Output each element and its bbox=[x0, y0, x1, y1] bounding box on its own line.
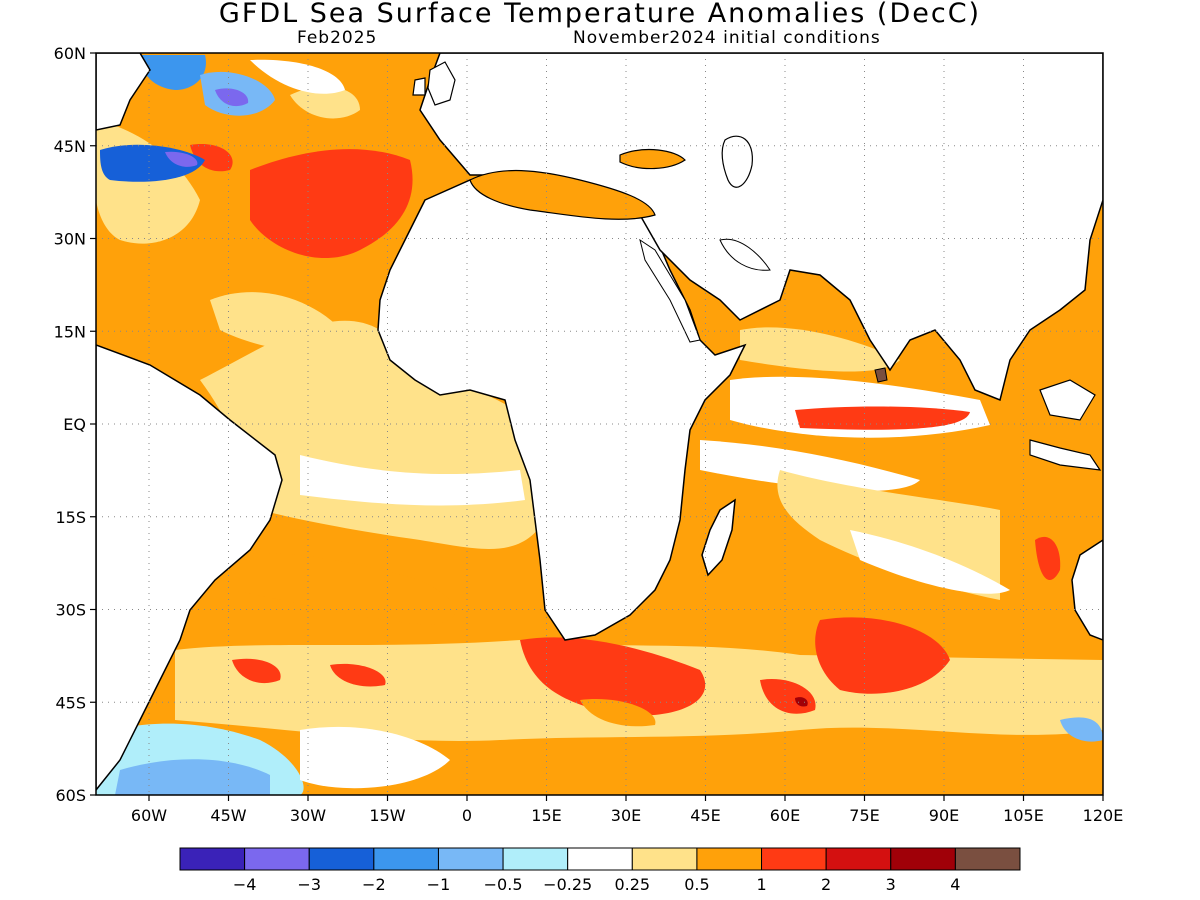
longitude-tick-label: 0 bbox=[462, 806, 472, 825]
anomaly-field bbox=[96, 53, 1103, 795]
weak-warm-region bbox=[290, 86, 360, 119]
map-graticule bbox=[96, 53, 1103, 795]
longitude-tick-label: 30E bbox=[611, 806, 641, 825]
legend-swatch bbox=[631, 847, 698, 871]
longitude-tick-label: 15E bbox=[531, 806, 561, 825]
legend-swatch bbox=[502, 847, 569, 871]
legend-label: 2 bbox=[821, 875, 831, 894]
longitude-tick-label: 15W bbox=[369, 806, 405, 825]
latitude-tick-label: 15N bbox=[54, 322, 86, 341]
longitude-tick-label: 60W bbox=[131, 806, 167, 825]
north-america-landmass bbox=[96, 53, 151, 131]
legend-swatch bbox=[308, 847, 375, 871]
strong-warm-region bbox=[250, 149, 413, 259]
longitude-tick-label: 45W bbox=[210, 806, 246, 825]
legend-label: −0.5 bbox=[484, 875, 523, 894]
legend-label: 0.5 bbox=[684, 875, 709, 894]
legend-label: 3 bbox=[886, 875, 896, 894]
legend-label: 1 bbox=[756, 875, 766, 894]
legend-swatch bbox=[179, 847, 246, 871]
neutral-region bbox=[300, 726, 450, 789]
latitude-tick-label: 60S bbox=[55, 786, 86, 805]
strong-warm-region bbox=[330, 663, 386, 687]
cool-region bbox=[140, 55, 206, 90]
longitude-tick-label: 90E bbox=[929, 806, 959, 825]
neutral-region bbox=[700, 440, 920, 491]
cold-region bbox=[215, 88, 249, 107]
legend-swatch bbox=[954, 847, 1021, 871]
neutral-region bbox=[850, 530, 1010, 594]
color-legend: −4 −3 −2 −1 −0.5 −0.25 0.25 0.5 1 2 3 4 bbox=[179, 847, 1021, 894]
legend-swatch bbox=[244, 847, 310, 871]
cool-region bbox=[1060, 717, 1103, 742]
legend-swatch bbox=[890, 847, 956, 871]
latitude-tick-label: 30N bbox=[54, 230, 86, 249]
madagascar-landmass bbox=[701, 498, 736, 577]
strong-warm-region bbox=[520, 637, 706, 716]
neutral-region bbox=[250, 59, 345, 94]
cool-region bbox=[115, 759, 270, 795]
legend-swatch bbox=[761, 847, 827, 871]
south-america-landmass bbox=[96, 344, 283, 792]
legend-label: −2 bbox=[362, 875, 386, 894]
latitude-tick-label: 30S bbox=[55, 601, 86, 620]
latitude-tick-label: EQ bbox=[63, 415, 86, 434]
axis-ticks: 60N 45N 30N 15N EQ 15S 30S 45S 60S 60W 45W 30W 15W 0 1… bbox=[54, 44, 1124, 825]
legend-label: −0.25 bbox=[543, 875, 592, 894]
mediterranean-sea bbox=[469, 169, 656, 220]
legend-label: −1 bbox=[427, 875, 451, 894]
longitude-tick-label: 30W bbox=[290, 806, 326, 825]
legend-label: 0.25 bbox=[614, 875, 650, 894]
very-warm-spot bbox=[795, 697, 808, 707]
legend-swatch bbox=[373, 847, 439, 871]
strong-warm-region bbox=[1035, 536, 1061, 580]
strong-warm-region bbox=[190, 144, 233, 172]
strong-warm-region bbox=[795, 406, 970, 430]
initial-conditions-label: November2024 initial conditions bbox=[573, 28, 881, 48]
strong-warm-region bbox=[815, 617, 950, 694]
black-sea bbox=[619, 149, 686, 170]
caspian-sea bbox=[721, 135, 753, 188]
legend-swatch bbox=[825, 847, 892, 871]
latitude-tick-label: 60N bbox=[54, 44, 86, 63]
neutral-region bbox=[300, 455, 525, 506]
legend-label: −3 bbox=[297, 875, 321, 894]
latitude-tick-label: 45N bbox=[54, 137, 86, 156]
sri-lanka-island bbox=[874, 367, 888, 383]
weak-warm-region bbox=[740, 327, 900, 372]
weak-warm-region bbox=[210, 292, 350, 351]
indonesia-islands bbox=[1029, 379, 1102, 471]
longitude-tick-label: 45E bbox=[690, 806, 720, 825]
legend-label: 4 bbox=[950, 875, 960, 894]
longitude-tick-label: 120E bbox=[1083, 806, 1124, 825]
map-title: GFDL Sea Surface Temperature Anomalies (… bbox=[218, 0, 982, 29]
legend-swatch bbox=[696, 847, 763, 871]
latitude-tick-label: 45S bbox=[55, 693, 86, 712]
warm-region bbox=[200, 552, 456, 625]
warm-region bbox=[580, 699, 656, 727]
legend-swatch bbox=[567, 847, 633, 871]
british-isles bbox=[412, 61, 456, 106]
longitude-tick-label: 75E bbox=[849, 806, 879, 825]
legend-swatch bbox=[437, 847, 504, 871]
longitude-tick-label: 60E bbox=[770, 806, 800, 825]
legend-label: −4 bbox=[233, 875, 257, 894]
strong-warm-region bbox=[232, 658, 281, 684]
cold-region bbox=[165, 151, 198, 167]
longitude-tick-label: 105E bbox=[1003, 806, 1044, 825]
latitude-tick-label: 15S bbox=[55, 508, 86, 527]
red-sea bbox=[639, 238, 701, 343]
forecast-month: Feb2025 bbox=[297, 28, 378, 48]
persian-gulf bbox=[719, 238, 771, 271]
